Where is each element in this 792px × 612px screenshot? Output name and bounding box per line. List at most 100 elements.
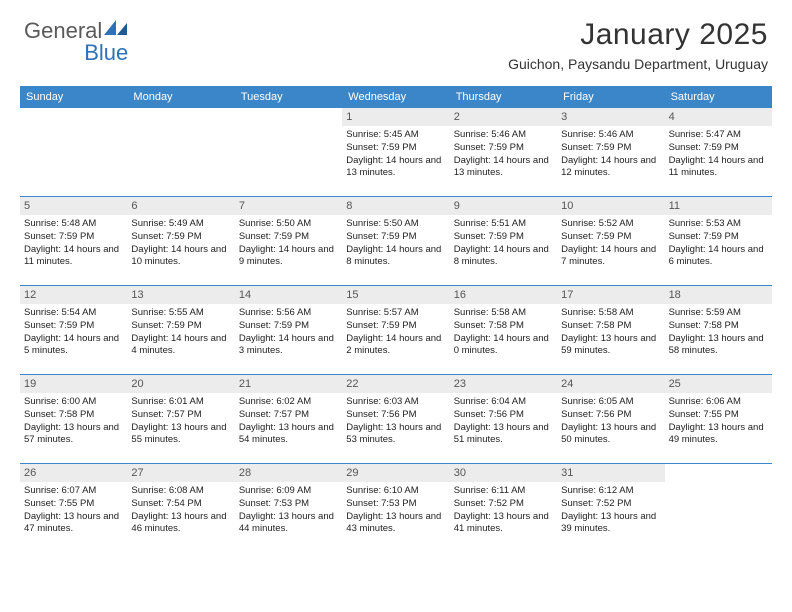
day-info: Sunrise: 5:54 AMSunset: 7:59 PMDaylight:… [24, 307, 123, 358]
day-cell: 7Sunrise: 5:50 AMSunset: 7:59 PMDaylight… [235, 197, 342, 285]
sunrise-line: Sunrise: 6:07 AM [24, 485, 123, 498]
day-info: Sunrise: 6:05 AMSunset: 7:56 PMDaylight:… [561, 396, 660, 447]
day-number: 9 [450, 197, 557, 215]
day-info: Sunrise: 5:50 AMSunset: 7:59 PMDaylight:… [346, 218, 445, 269]
day-info: Sunrise: 6:11 AMSunset: 7:52 PMDaylight:… [454, 485, 553, 536]
day-number: 22 [342, 375, 449, 393]
sunrise-line: Sunrise: 5:52 AM [561, 218, 660, 231]
day-info: Sunrise: 5:47 AMSunset: 7:59 PMDaylight:… [669, 129, 768, 180]
sunset-line: Sunset: 7:56 PM [346, 409, 445, 422]
day-cell: 10Sunrise: 5:52 AMSunset: 7:59 PMDayligh… [557, 197, 664, 285]
sunset-line: Sunset: 7:56 PM [561, 409, 660, 422]
daylight-line: Daylight: 14 hours and 12 minutes. [561, 155, 660, 181]
sunset-line: Sunset: 7:56 PM [454, 409, 553, 422]
sunrise-line: Sunrise: 5:50 AM [239, 218, 338, 231]
day-cell: 31Sunrise: 6:12 AMSunset: 7:52 PMDayligh… [557, 464, 664, 552]
day-cell: 29Sunrise: 6:10 AMSunset: 7:53 PMDayligh… [342, 464, 449, 552]
sunrise-line: Sunrise: 6:05 AM [561, 396, 660, 409]
sunrise-line: Sunrise: 5:48 AM [24, 218, 123, 231]
weekday-header: Friday [557, 86, 664, 108]
sunrise-line: Sunrise: 5:58 AM [561, 307, 660, 320]
daylight-line: Daylight: 13 hours and 44 minutes. [239, 511, 338, 537]
day-info: Sunrise: 5:46 AMSunset: 7:59 PMDaylight:… [454, 129, 553, 180]
day-number: 10 [557, 197, 664, 215]
sunrise-line: Sunrise: 5:57 AM [346, 307, 445, 320]
day-number [20, 108, 127, 114]
day-info: Sunrise: 6:09 AMSunset: 7:53 PMDaylight:… [239, 485, 338, 536]
day-cell: 26Sunrise: 6:07 AMSunset: 7:55 PMDayligh… [20, 464, 127, 552]
day-number: 18 [665, 286, 772, 304]
day-cell: 4Sunrise: 5:47 AMSunset: 7:59 PMDaylight… [665, 108, 772, 196]
sunrise-line: Sunrise: 5:58 AM [454, 307, 553, 320]
day-number: 15 [342, 286, 449, 304]
day-number: 1 [342, 108, 449, 126]
sunset-line: Sunset: 7:57 PM [131, 409, 230, 422]
weekday-header: Saturday [665, 86, 772, 108]
daylight-line: Daylight: 13 hours and 57 minutes. [24, 422, 123, 448]
day-cell: 18Sunrise: 5:59 AMSunset: 7:58 PMDayligh… [665, 286, 772, 374]
day-info: Sunrise: 6:06 AMSunset: 7:55 PMDaylight:… [669, 396, 768, 447]
week-row: 1 Sunrise: 5:45 AMSunset: 7:59 PMDaylight… [20, 108, 772, 197]
day-number: 28 [235, 464, 342, 482]
weekday-header-row: SundayMondayTuesdayWednesdayThursdayFrid… [20, 86, 772, 108]
sunset-line: Sunset: 7:59 PM [239, 231, 338, 244]
daylight-line: Daylight: 13 hours and 50 minutes. [561, 422, 660, 448]
daylight-line: Daylight: 14 hours and 10 minutes. [131, 244, 230, 270]
day-cell: 11 Sunrise: 5:53 AMSunset: 7:59 PMDayligh… [665, 197, 772, 285]
logo-inner: GeneralBlue [24, 18, 128, 66]
day-cell: 5Sunrise: 5:48 AMSunset: 7:59 PMDaylight… [20, 197, 127, 285]
sunset-line: Sunset: 7:59 PM [346, 231, 445, 244]
day-info: Sunrise: 6:01 AMSunset: 7:57 PMDaylight:… [131, 396, 230, 447]
day-info: Sunrise: 5:56 AMSunset: 7:59 PMDaylight:… [239, 307, 338, 358]
sunrise-line: Sunrise: 6:09 AM [239, 485, 338, 498]
sunset-line: Sunset: 7:52 PM [454, 498, 553, 511]
day-cell: 23 Sunrise: 6:04 AMSunset: 7:56 PMDayligh… [450, 375, 557, 463]
day-info: Sunrise: 5:48 AMSunset: 7:59 PMDaylight:… [24, 218, 123, 269]
day-cell: 27Sunrise: 6:08 AMSunset: 7:54 PMDayligh… [127, 464, 234, 552]
sunrise-line: Sunrise: 6:02 AM [239, 396, 338, 409]
weeks-container: 1 Sunrise: 5:45 AMSunset: 7:59 PMDaylight… [20, 108, 772, 552]
day-cell: 8Sunrise: 5:50 AMSunset: 7:59 PMDaylight… [342, 197, 449, 285]
day-number: 26 [20, 464, 127, 482]
day-info: Sunrise: 5:58 AMSunset: 7:58 PMDaylight:… [454, 307, 553, 358]
sunrise-line: Sunrise: 6:12 AM [561, 485, 660, 498]
daylight-line: Daylight: 14 hours and 0 minutes. [454, 333, 553, 359]
daylight-line: Daylight: 13 hours and 49 minutes. [669, 422, 768, 448]
daylight-line: Daylight: 14 hours and 11 minutes. [24, 244, 123, 270]
day-number: 16 [450, 286, 557, 304]
day-number: 31 [557, 464, 664, 482]
day-info: Sunrise: 5:53 AMSunset: 7:59 PMDaylight:… [669, 218, 768, 269]
daylight-line: Daylight: 13 hours and 46 minutes. [131, 511, 230, 537]
day-info: Sunrise: 5:57 AMSunset: 7:59 PMDaylight:… [346, 307, 445, 358]
sunset-line: Sunset: 7:55 PM [24, 498, 123, 511]
sunset-line: Sunset: 7:59 PM [131, 231, 230, 244]
day-info: Sunrise: 6:03 AMSunset: 7:56 PMDaylight:… [346, 396, 445, 447]
sunrise-line: Sunrise: 5:47 AM [669, 129, 768, 142]
sunrise-line: Sunrise: 5:51 AM [454, 218, 553, 231]
week-row: 12Sunrise: 5:54 AMSunset: 7:59 PMDayligh… [20, 286, 772, 375]
daylight-line: Daylight: 13 hours and 41 minutes. [454, 511, 553, 537]
day-cell: 9Sunrise: 5:51 AMSunset: 7:59 PMDaylight… [450, 197, 557, 285]
weekday-header: Monday [127, 86, 234, 108]
sunset-line: Sunset: 7:59 PM [24, 231, 123, 244]
sunset-line: Sunset: 7:59 PM [239, 320, 338, 333]
week-row: 5Sunrise: 5:48 AMSunset: 7:59 PMDaylight… [20, 197, 772, 286]
empty-day-cell [665, 464, 772, 552]
day-number: 13 [127, 286, 234, 304]
day-number: 23 [450, 375, 557, 393]
daylight-line: Daylight: 14 hours and 6 minutes. [669, 244, 768, 270]
sunset-line: Sunset: 7:53 PM [346, 498, 445, 511]
sunrise-line: Sunrise: 5:50 AM [346, 218, 445, 231]
day-number: 17 [557, 286, 664, 304]
day-number: 11 [665, 197, 772, 215]
day-info: Sunrise: 5:45 AMSunset: 7:59 PMDaylight:… [346, 129, 445, 180]
daylight-line: Daylight: 14 hours and 11 minutes. [669, 155, 768, 181]
sunset-line: Sunset: 7:55 PM [669, 409, 768, 422]
daylight-line: Daylight: 14 hours and 3 minutes. [239, 333, 338, 359]
day-info: Sunrise: 6:04 AMSunset: 7:56 PMDaylight:… [454, 396, 553, 447]
sunset-line: Sunset: 7:57 PM [239, 409, 338, 422]
day-cell: 16 Sunrise: 5:58 AMSunset: 7:58 PMDayligh… [450, 286, 557, 374]
day-cell: 12Sunrise: 5:54 AMSunset: 7:59 PMDayligh… [20, 286, 127, 374]
sunrise-line: Sunrise: 5:55 AM [131, 307, 230, 320]
daylight-line: Daylight: 13 hours and 43 minutes. [346, 511, 445, 537]
